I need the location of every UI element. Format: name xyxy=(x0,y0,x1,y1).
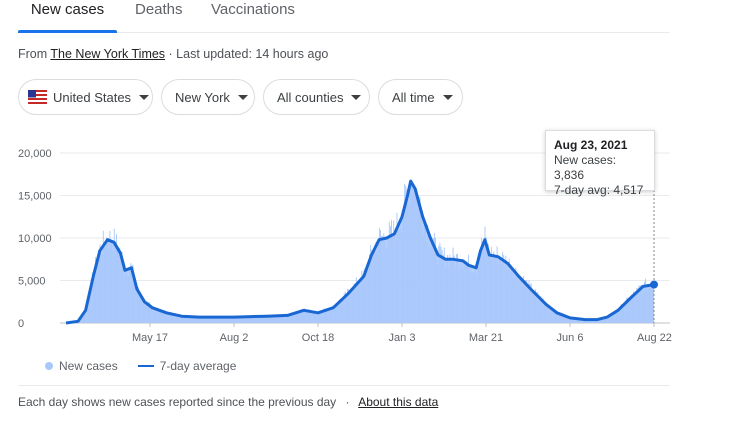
time-range-dropdown[interactable]: All time xyxy=(378,79,463,115)
tooltip-average: 7-day avg: 4,517 xyxy=(554,183,644,197)
x-axis: May 17 Aug 2 Oct 18 Jan 3 Mar 21 Jun 6 Aug 22 xyxy=(132,323,672,344)
hover-point xyxy=(650,280,658,289)
x-tick-label: Oct 18 xyxy=(302,332,334,344)
tooltip-new-cases: New cases: 3,836 xyxy=(554,153,617,182)
x-tick-label: Jan 3 xyxy=(389,332,416,344)
county-label: All counties xyxy=(277,89,344,105)
x-tick-label: Mar 21 xyxy=(469,332,503,344)
about-data-link[interactable]: About this data xyxy=(358,395,439,409)
tab-deaths[interactable]: Deaths xyxy=(135,1,183,18)
source-prefix: From xyxy=(18,47,51,61)
last-updated: · Last updated: 14 hours ago xyxy=(165,47,329,61)
active-tab-indicator xyxy=(18,30,117,33)
tab-new-cases[interactable]: New cases xyxy=(30,1,105,18)
x-tick-label: May 17 xyxy=(132,332,168,344)
country-dropdown[interactable]: United States xyxy=(18,79,153,115)
state-dropdown[interactable]: New York xyxy=(161,79,255,115)
state-label: New York xyxy=(175,89,230,105)
legend-average: 7-day average xyxy=(159,359,237,373)
y-tick-label: 10,000 xyxy=(18,233,52,245)
footer: Each day shows new cases reported since … xyxy=(18,395,438,409)
x-tick-label: Jun 6 xyxy=(557,332,584,344)
tooltip-date: Aug 23, 2021 xyxy=(554,138,628,152)
y-tick-label: 20,000 xyxy=(18,148,52,160)
chart-tooltip: Aug 23, 2021 New cases: 3,836 7-day avg:… xyxy=(545,130,655,197)
tab-vaccinations[interactable]: Vaccinations xyxy=(211,1,295,18)
country-label: United States xyxy=(53,89,132,105)
us-flag-icon xyxy=(28,90,47,104)
average-line-icon xyxy=(137,365,154,367)
divider xyxy=(18,385,670,386)
chevron-down-icon xyxy=(442,94,453,100)
cases-area xyxy=(66,181,654,323)
tab-bar: New cases Deaths Vaccinations xyxy=(18,0,670,33)
chevron-down-icon xyxy=(237,94,248,100)
time-range-label: All time xyxy=(392,89,435,105)
footer-separator: · xyxy=(345,395,350,409)
y-tick-label: 5,000 xyxy=(18,276,46,288)
chart-legend: New cases 7-day average xyxy=(45,359,236,373)
chevron-down-icon xyxy=(139,94,150,100)
cases-chart[interactable]: 0 5,000 10,000 15,000 20,000 May 17 Aug 2 Oct … xyxy=(0,120,736,350)
chevron-down-icon xyxy=(351,94,362,100)
source-line: From The New York Times · Last updated: … xyxy=(18,47,328,61)
legend-new-cases: New cases xyxy=(59,359,118,373)
y-axis: 0 5,000 10,000 15,000 20,000 xyxy=(18,148,52,330)
y-tick-label: 15,000 xyxy=(18,191,52,203)
source-link[interactable]: The New York Times xyxy=(50,47,166,61)
county-dropdown[interactable]: All counties xyxy=(263,79,370,115)
new-cases-dot-icon xyxy=(45,362,53,370)
footer-text: Each day shows new cases reported since … xyxy=(18,395,337,409)
y-tick-label: 0 xyxy=(18,318,24,330)
seven-day-average-line xyxy=(65,179,655,325)
x-tick-label: Aug 22 xyxy=(637,332,672,344)
x-tick-label: Aug 2 xyxy=(220,332,249,344)
